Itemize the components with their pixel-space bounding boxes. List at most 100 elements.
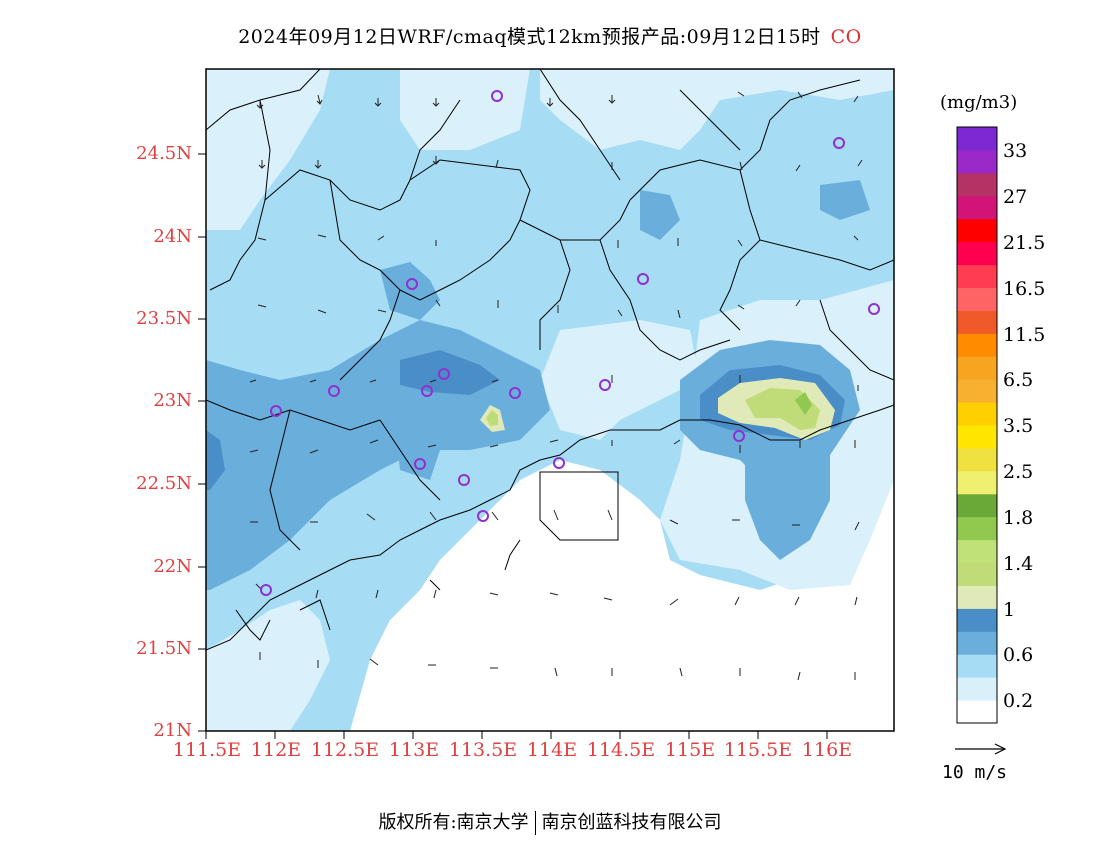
colorbar-segment [957, 562, 997, 586]
colorbar-unit: (mg/m3) [940, 92, 1018, 113]
org-nju: 南京大学 [456, 812, 529, 833]
station-marker [553, 457, 565, 469]
lon-label: 114.5E [586, 739, 656, 761]
colorbar-segment [957, 447, 997, 472]
station-marker [458, 474, 470, 486]
concentration-light-nw [206, 69, 330, 230]
station-marker [270, 405, 282, 417]
colorbar-segment [957, 539, 997, 564]
lon-label: 116E [801, 739, 853, 761]
station-marker [414, 458, 426, 470]
colorbar-segment [957, 172, 997, 197]
wind-reference-arrow [955, 743, 1007, 755]
station-marker [438, 368, 450, 380]
lat-label: 21.5N [136, 638, 192, 659]
station-marker [733, 430, 745, 442]
wind-vectors [249, 91, 863, 681]
colorbar-segment [957, 379, 997, 403]
colorbar-segment [957, 677, 997, 701]
colorbar-segment [957, 127, 997, 151]
chart-title: 2024年09月12日WRF/cmaq模式12km预报产品:09月12日15时 C… [0, 22, 1100, 49]
colorbar-segment [957, 493, 997, 518]
station-marker [421, 385, 433, 397]
colorbar-label: 1.4 [1003, 553, 1034, 575]
lat-label: 24.5N [136, 143, 192, 164]
species-label: CO [830, 26, 862, 48]
station-marker [328, 385, 340, 397]
colorbar-segment [957, 402, 997, 426]
station-marker [833, 137, 845, 149]
concentration-light-ne [540, 69, 894, 150]
copyright-label: 版权所有: [378, 812, 457, 833]
concentration-dark-west [206, 430, 225, 490]
axis-ticks [198, 153, 828, 739]
lat-label: 22N [153, 556, 192, 577]
concentration-green-dark-east [795, 392, 812, 415]
colorbar-label: 3.5 [1003, 415, 1034, 437]
colorbar-label: 0.6 [1003, 644, 1034, 666]
colorbar-segment [957, 356, 997, 380]
colorbar-segment [957, 287, 997, 311]
colorbar-segment [957, 608, 997, 632]
colorbar-label: 16.5 [1003, 278, 1046, 300]
colorbar-segment [957, 425, 997, 449]
colorbar-segment [957, 241, 997, 266]
lon-label: 112E [250, 739, 302, 761]
colorbar-label: 21.5 [1003, 232, 1046, 254]
colorbar-segment [957, 470, 997, 495]
concentration-green-center [486, 410, 498, 426]
colorbar-label: 1.8 [1003, 507, 1034, 529]
colorbar-segment [957, 631, 997, 655]
plot-frame [205, 68, 895, 732]
concentration-dark-center [400, 350, 500, 395]
colorbar-segment [957, 700, 997, 724]
station-marker [406, 278, 418, 290]
lon-label: 114E [526, 739, 578, 761]
lat-label: 24N [153, 226, 192, 247]
title-text: 2024年09月12日WRF/cmaq模式12km预报产品:09月12日15时 [238, 26, 821, 48]
station-marker [599, 379, 611, 391]
station-marker [637, 273, 649, 285]
lat-label: 21N [153, 720, 192, 741]
wind-reference-label: 10 m/s [942, 762, 1008, 783]
footer: 版权所有:南京大学 南京创蓝科技有限公司 [0, 808, 1100, 835]
lat-label: 22.5N [136, 473, 192, 494]
colorbar-segment [957, 218, 997, 243]
colorbar-segment [957, 310, 997, 334]
coastline [206, 404, 894, 651]
lon-label: 115.5E [723, 739, 793, 761]
lat-label: 23.5N [136, 308, 192, 329]
monitoring-stations [260, 90, 880, 596]
concentration-light-nbay [400, 69, 530, 150]
station-marker [868, 303, 880, 315]
concentration-medium-s [395, 420, 440, 480]
concentration-medium-mid [640, 190, 680, 240]
station-marker [260, 584, 272, 596]
footer-divider [534, 811, 536, 835]
station-marker [509, 387, 521, 399]
colorbar [957, 127, 997, 724]
colorbar-label: 27 [1003, 186, 1028, 208]
lon-label: 111.5E [172, 739, 242, 761]
colorbar-segment [957, 149, 997, 174]
lat-label: 23N [153, 390, 192, 411]
colorbar-label: 1 [1003, 599, 1016, 621]
colorbar-label: 0.2 [1003, 690, 1034, 712]
province-borders [206, 69, 894, 551]
lon-label: 115E [664, 739, 716, 761]
org-chuanglan: 南京创蓝科技有限公司 [541, 812, 722, 833]
colorbar-label: 11.5 [1003, 324, 1046, 346]
colorbar-segment [957, 195, 997, 220]
colorbar-segment [957, 654, 997, 678]
colorbar-frame [956, 126, 998, 724]
concentration-medium-plume [745, 450, 830, 560]
colorbar-segment [957, 585, 997, 609]
lon-label: 112.5E [310, 739, 380, 761]
colorbar-label: 33 [1003, 140, 1028, 162]
colorbar-label: 2.5 [1003, 461, 1034, 483]
concentration-medium-n2 [820, 180, 870, 220]
lon-label: 113E [388, 739, 440, 761]
station-marker [491, 90, 503, 102]
station-marker [477, 510, 489, 522]
